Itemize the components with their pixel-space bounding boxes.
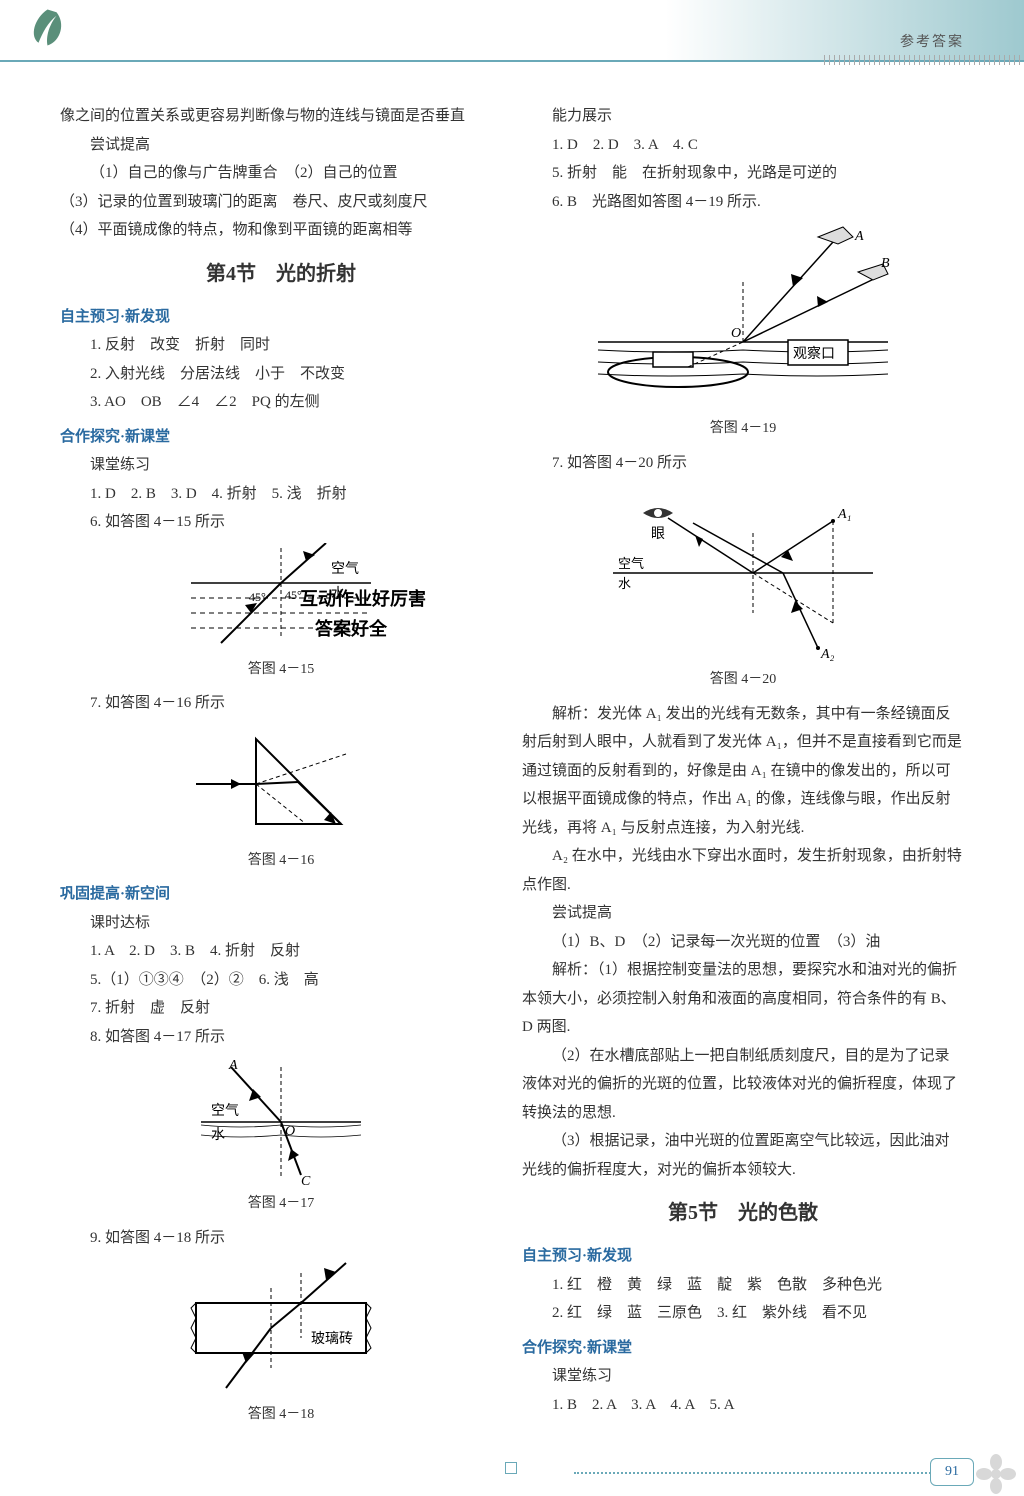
footer-square-icon xyxy=(505,1462,517,1474)
text-line: （4）平面镜成像的特点，物和像到平面镜的距离相等 xyxy=(60,216,502,245)
text-line: 1. 反射 改变 折射 同时 xyxy=(60,331,502,360)
leaf-icon xyxy=(20,5,75,50)
content-area: 像之间的位置关系或更容易判断像与物的连线与镜面是否垂直 尝试提高 （1）自己的像… xyxy=(0,62,1024,1455)
text-line: 2. 入射光线 分居法线 小于 不改变 xyxy=(60,360,502,389)
figure-4-15: 空气 水 45° 45° 答图 4－15 xyxy=(60,543,502,684)
text-line: 课堂练习 xyxy=(522,1362,964,1391)
label-water: 水 xyxy=(211,1127,225,1143)
label-A: A xyxy=(854,229,864,244)
subhead-consolidate: 巩固提高·新空间 xyxy=(60,880,502,909)
figure-4-19: 观察口 O A B 答图 4－19 xyxy=(522,222,964,443)
fig-caption: 答图 4－15 xyxy=(248,657,315,684)
label-glass: 玻璃砖 xyxy=(311,1330,353,1347)
figure-4-18: 玻璃砖 答图 4－18 xyxy=(60,1258,502,1429)
fig-caption: 答图 4－18 xyxy=(248,1402,315,1429)
text-line: 7. 如答图 4－16 所示 xyxy=(60,689,502,718)
label-water: 水 xyxy=(618,576,631,591)
text-line: 2. 红 绿 蓝 三原色 3. 红 紫外线 看不见 xyxy=(522,1299,964,1328)
page-number: 91 xyxy=(930,1458,974,1486)
text-line: 9. 如答图 4－18 所示 xyxy=(60,1224,502,1253)
text-line: 6. 如答图 4－15 所示 xyxy=(60,508,502,537)
label-air: 空气 xyxy=(331,561,359,577)
page-header: 参考答案 xyxy=(0,0,1024,62)
label-A1: A₁ xyxy=(837,507,851,522)
label-A2: A₂ xyxy=(820,647,835,662)
diagram-refraction-17: A 空气 水 O C xyxy=(191,1057,371,1187)
right-column: 能力展示 1. D 2. D 3. A 4. C 5. 折射 能 在折射现象中，… xyxy=(512,102,974,1435)
text-line: 像之间的位置关系或更容易判断像与物的连线与镜面是否垂直 xyxy=(60,102,502,131)
flower-icon xyxy=(976,1454,1016,1494)
explanation-text: A₂ 在水中，光线由水下穿出水面时，发生折射现象，由折射特点作图. xyxy=(522,842,964,899)
figure-4-17: A 空气 水 O C 答图 4－17 xyxy=(60,1057,502,1218)
text-line: 1. D 2. D 3. A 4. C xyxy=(522,131,964,160)
text-line: 8. 如答图 4－17 所示 xyxy=(60,1023,502,1052)
text-line: 5. 折射 能 在折射现象中，光路是可逆的 xyxy=(522,159,964,188)
figure-4-16: 答图 4－16 xyxy=(60,724,502,875)
label-A: A xyxy=(228,1058,238,1073)
label-O: O xyxy=(731,326,741,341)
subhead-preview: 自主预习·新发现 xyxy=(522,1242,964,1271)
text-line: 能力展示 xyxy=(522,102,964,131)
fig-caption: 答图 4－17 xyxy=(248,1191,315,1218)
subhead-preview: 自主预习·新发现 xyxy=(60,303,502,332)
text-line: 1. D 2. B 3. D 4. 折射 5. 浅 折射 xyxy=(60,480,502,509)
label-eye: 眼 xyxy=(651,527,665,542)
text-line: 课时达标 xyxy=(60,909,502,938)
text-line: 尝试提高 xyxy=(522,899,964,928)
text-line: （3）记录的位置到玻璃门的距离 卷尺、皮尺或刻度尺 xyxy=(60,188,502,217)
explanation-text: 解析：发光体 A₁ 发出的光线有无数条，其中有一条经镜面反射后射到人眼中，人就看… xyxy=(522,700,964,843)
text-line: 7. 如答图 4－20 所示 xyxy=(522,449,964,478)
diagram-prism-16 xyxy=(186,724,376,844)
text-line: 课堂练习 xyxy=(60,451,502,480)
text-line: 6. B 光路图如答图 4－19 所示. xyxy=(522,188,964,217)
explanation-text: 解析：（1）根据控制变量法的思想，要探究水和油对光的偏折本领大小，必须控制入射角… xyxy=(522,956,964,1042)
section-5-title: 第5节 光的色散 xyxy=(522,1194,964,1232)
diagram-mirror-water-20: 空气 水 眼 A₁ A₂ xyxy=(603,483,883,663)
label-C: C xyxy=(301,1174,311,1187)
footer-dotted-line xyxy=(574,1472,934,1474)
text-line: 1. B 2. A 3. A 4. A 5. A xyxy=(522,1391,964,1420)
subhead-explore: 合作探究·新课堂 xyxy=(60,423,502,452)
subhead-explore: 合作探究·新课堂 xyxy=(522,1334,964,1363)
text-line: 7. 折射 虚 反射 xyxy=(60,994,502,1023)
text-line: 1. 红 橙 黄 绿 蓝 靛 紫 色散 多种色光 xyxy=(522,1271,964,1300)
label-B: B xyxy=(881,256,890,271)
label-obs: 观察口 xyxy=(793,345,835,362)
label-air: 空气 xyxy=(211,1103,239,1119)
text-line: 5.（1）①③④ （2）② 6. 浅 高 xyxy=(60,966,502,995)
diagram-periscope-19: 观察口 O A B xyxy=(593,222,893,412)
fig-caption: 答图 4－16 xyxy=(248,848,315,875)
label-air: 空气 xyxy=(618,556,644,571)
label-ang1: 45° xyxy=(249,590,266,604)
fig-caption: 答图 4－20 xyxy=(710,667,777,694)
text-line: 尝试提高 xyxy=(60,131,502,160)
handwritten-note: 答案好全 xyxy=(315,612,387,646)
text-line: （1）自己的像与广告牌重合 （2）自己的位置 xyxy=(60,159,502,188)
left-column: 像之间的位置关系或更容易判断像与物的连线与镜面是否垂直 尝试提高 （1）自己的像… xyxy=(50,102,512,1435)
fig-caption: 答图 4－19 xyxy=(710,416,777,443)
figure-4-20: 空气 水 眼 A₁ A₂ xyxy=(522,483,964,694)
text-line: （1）B、D （2）记录每一次光斑的位置 （3）油 xyxy=(522,928,964,957)
section-4-title: 第4节 光的折射 xyxy=(60,255,502,293)
explanation-text: （2）在水槽底部贴上一把自制纸质刻度尺，目的是为了记录液体对光的偏折的光斑的位置… xyxy=(522,1042,964,1128)
page-footer: 91 xyxy=(0,1451,1024,1496)
text-line: 1. A 2. D 3. B 4. 折射 反射 xyxy=(60,937,502,966)
ruler-decoration xyxy=(824,55,1024,65)
header-label: 参考答案 xyxy=(900,30,964,57)
diagram-glass-18: 玻璃砖 xyxy=(176,1258,386,1398)
text-line: 3. AO OB ∠4 ∠2 PQ 的左侧 xyxy=(60,388,502,417)
explanation-text: （3）根据记录，油中光斑的位置距离空气比较远，因此油对光线的偏折程度大，对光的偏… xyxy=(522,1127,964,1184)
